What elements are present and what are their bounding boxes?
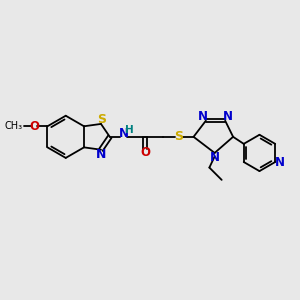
Text: N: N xyxy=(119,128,129,140)
Text: H: H xyxy=(125,125,134,135)
Text: N: N xyxy=(223,110,233,123)
Text: N: N xyxy=(96,148,106,161)
Text: S: S xyxy=(174,130,183,143)
Text: O: O xyxy=(140,146,150,159)
Text: O: O xyxy=(30,120,40,133)
Text: N: N xyxy=(198,110,208,123)
Text: N: N xyxy=(210,152,220,164)
Text: S: S xyxy=(97,113,106,126)
Text: CH₃: CH₃ xyxy=(4,121,22,131)
Text: N: N xyxy=(275,155,285,169)
